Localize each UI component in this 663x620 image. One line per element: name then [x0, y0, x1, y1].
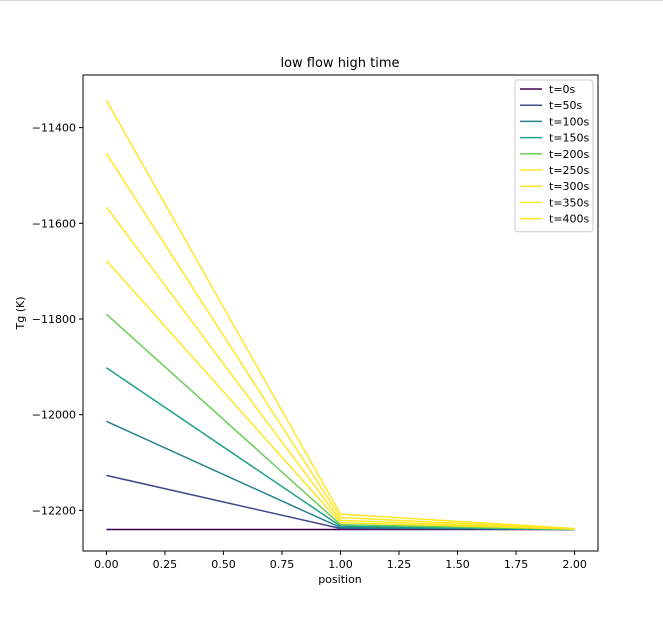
series-line-t200s: [105, 313, 575, 531]
legend-label: t=200s: [549, 148, 590, 161]
y-axis-label: Tg (K): [14, 297, 27, 331]
plot-lines: [105, 99, 575, 531]
x-tick-label: 2.00: [562, 558, 587, 571]
y-tick-label: −11800: [32, 313, 76, 326]
legend-label: t=150s: [549, 132, 590, 145]
x-tick-label: 0.50: [211, 558, 236, 571]
series-line-t300s: [105, 206, 575, 530]
series-line-t250s: [105, 260, 575, 530]
x-tick-label: 0.25: [153, 558, 178, 571]
x-tick-label: 1.75: [504, 558, 529, 571]
legend-label: t=50s: [549, 99, 583, 112]
x-tick-label: 1.50: [445, 558, 470, 571]
y-tick-label: −12000: [32, 409, 76, 422]
chart-title: low flow high time: [280, 56, 399, 71]
y-tick-label: −11400: [32, 122, 76, 135]
series-line-t150s: [105, 367, 575, 531]
x-tick-label: 1.25: [387, 558, 412, 571]
legend-label: t=400s: [549, 213, 590, 226]
legend-label: t=100s: [549, 115, 590, 128]
y-axis-ticks: −11400 −11600 −11800 −12000 −12200: [32, 122, 83, 517]
legend-label: t=250s: [549, 164, 590, 177]
x-tick-label: 0.75: [270, 558, 295, 571]
series-line-t400s: [105, 99, 575, 530]
legend-box: [514, 79, 594, 233]
y-tick-label: −12200: [32, 504, 76, 517]
y-tick-label: −11600: [32, 217, 76, 230]
legend-label: t=0s: [549, 83, 576, 96]
legend: t=0s t=50s t=100s t=150s t=200s t=250s t=300s t…: [514, 79, 594, 233]
series-line-t50s: [106, 474, 575, 531]
x-axis-label: position: [318, 573, 362, 586]
x-axis-ticks: 0.00 0.25 0.50 0.75 1.00 1.25 1.50 1.75 2.00: [94, 551, 587, 571]
x-tick-label: 1.00: [328, 558, 353, 571]
x-tick-label: 0.00: [94, 558, 119, 571]
legend-label: t=350s: [549, 196, 590, 209]
window-top-border: [0, 0, 663, 1]
legend-label: t=300s: [549, 180, 590, 193]
series-line-t350s: [105, 153, 575, 530]
